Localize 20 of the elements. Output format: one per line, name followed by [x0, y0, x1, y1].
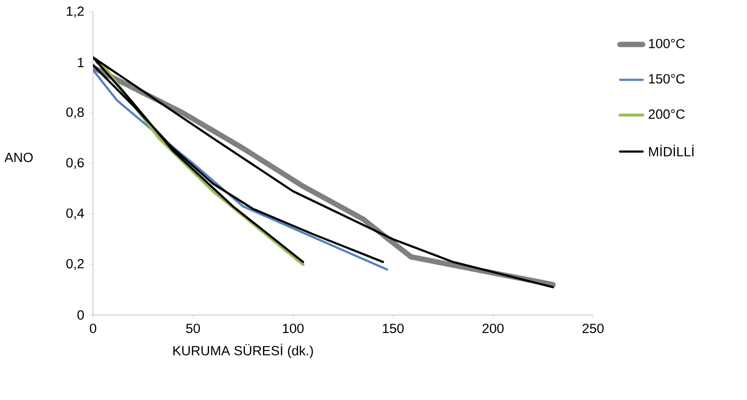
x-tick-label: 100 — [282, 324, 304, 334]
y-axis-title: ANO — [4, 152, 33, 162]
y-tick-label: 0 — [77, 310, 84, 320]
y-tick-label: 1,2 — [66, 6, 84, 18]
line-series — [93, 69, 388, 271]
x-tick-label: 150 — [382, 324, 404, 334]
x-tick-label: 50 — [186, 324, 200, 334]
legend-label: 100°C — [649, 38, 685, 48]
y-tick-label: 1 — [78, 58, 84, 68]
y-tick-label: 0,6 — [66, 158, 84, 170]
legend-label: 200°C — [648, 109, 685, 119]
x-tick-label: 250 — [582, 324, 604, 334]
x-axis-title: KURUMA SÜRESİ (dk.) — [173, 344, 313, 358]
y-tick-label: 0,8 — [66, 108, 84, 119]
x-tick-label: 200 — [482, 324, 504, 334]
y-tick-label: 0,4 — [66, 208, 84, 220]
x-tick-label: 0 — [90, 324, 96, 334]
legend-label: 150°C — [649, 74, 685, 84]
legend-label: MİDİLLİ — [649, 144, 694, 156]
y-tick-label: 0,2 — [66, 258, 84, 270]
